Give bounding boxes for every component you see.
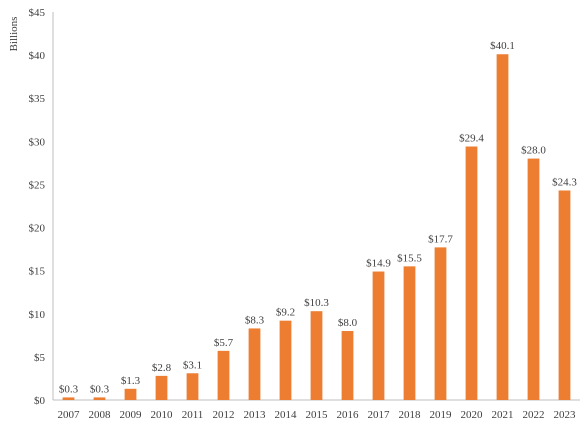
data-label: $14.9 — [366, 258, 391, 270]
y-tick-label: $10 — [29, 309, 46, 321]
x-tick-label: 2009 — [120, 409, 143, 421]
y-tick-label: $0 — [34, 395, 46, 407]
data-label: $8.3 — [245, 314, 265, 326]
bar-2009 — [124, 388, 137, 400]
bar-2007 — [62, 397, 75, 400]
y-tick-label: $5 — [34, 352, 46, 364]
x-tick-label: 2007 — [58, 409, 81, 421]
x-tick-label: 2022 — [523, 409, 545, 421]
y-tick-labels: $0 $5 $10 $15 $20 $25 $30 $35 $40 $45 — [29, 7, 46, 407]
y-tick-label: $20 — [29, 223, 46, 235]
x-tick-labels: 2007 2008 2009 2010 2011 2012 2013 2014 2015 2016… — [58, 409, 577, 421]
y-tick-label: $35 — [29, 93, 46, 105]
bar-2021 — [496, 54, 509, 400]
x-tick-label: 2014 — [275, 409, 298, 421]
data-label: $24.3 — [552, 176, 577, 188]
bar-2012 — [217, 350, 230, 400]
data-label: $0.3 — [59, 383, 79, 395]
bar-2013 — [248, 328, 261, 400]
bar-2017 — [372, 271, 385, 400]
data-label: $5.7 — [214, 337, 234, 349]
x-tick-label: 2017 — [368, 409, 391, 421]
y-axis-title: Billions — [8, 17, 20, 52]
data-label: $8.0 — [338, 317, 358, 329]
bar-2020 — [465, 146, 478, 400]
data-label: $15.5 — [397, 252, 422, 264]
x-tick-label: 2016 — [337, 409, 360, 421]
x-tick-label: 2011 — [182, 409, 204, 421]
x-tick-label: 2020 — [461, 409, 484, 421]
x-tick-label: 2008 — [89, 409, 112, 421]
data-label: $1.3 — [121, 375, 141, 387]
bar-2015 — [310, 311, 323, 400]
data-labels-group: $0.3 $0.3 $1.3 $2.8 $3.1 $5.7 $8.3 $9.2 $10.3 $8.… — [59, 40, 578, 395]
data-label: $9.2 — [276, 307, 295, 319]
bar-2022 — [527, 158, 540, 400]
x-tick-label: 2010 — [151, 409, 174, 421]
x-tick-label: 2015 — [306, 409, 329, 421]
bar-2011 — [186, 373, 199, 400]
bar-2018 — [403, 266, 416, 400]
bar-2014 — [279, 320, 292, 400]
x-tick-label: 2019 — [430, 409, 453, 421]
bars-group — [62, 54, 571, 400]
data-label: $0.3 — [90, 383, 110, 395]
bar-2023 — [558, 190, 571, 400]
x-tick-label: 2018 — [399, 409, 422, 421]
x-tick-label: 2012 — [213, 409, 235, 421]
data-label: $28.0 — [521, 145, 546, 157]
y-tick-label: $30 — [29, 136, 46, 148]
bar-2010 — [155, 375, 168, 400]
data-label: $3.1 — [183, 359, 202, 371]
data-label: $10.3 — [304, 297, 329, 309]
y-tick-label: $40 — [29, 50, 46, 62]
y-tick-label: $45 — [29, 7, 46, 19]
x-tick-label: 2023 — [554, 409, 577, 421]
data-label: $29.4 — [459, 133, 484, 145]
data-label: $2.8 — [152, 362, 172, 374]
y-tick-label: $15 — [29, 266, 46, 278]
y-tick-label: $25 — [29, 179, 46, 191]
data-label: $40.1 — [490, 40, 515, 52]
data-label: $17.7 — [428, 233, 453, 245]
x-tick-label: 2013 — [244, 409, 267, 421]
bar-2008 — [93, 397, 106, 400]
x-tick-label: 2021 — [492, 409, 514, 421]
bar-2019 — [434, 247, 447, 400]
bar-2016 — [341, 331, 354, 400]
